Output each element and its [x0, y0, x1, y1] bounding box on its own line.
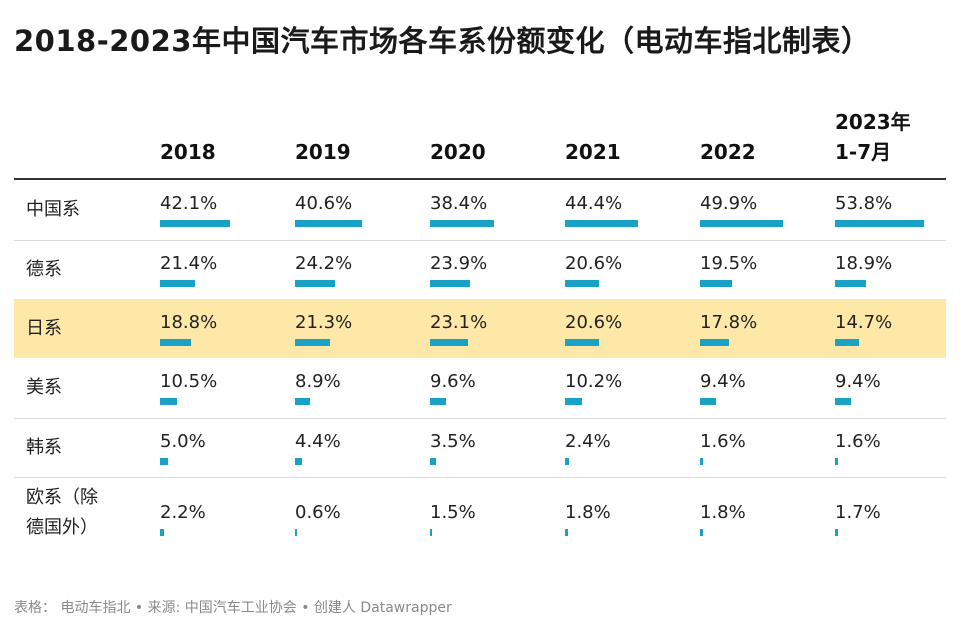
- bar: [295, 280, 335, 287]
- bar: [160, 339, 191, 346]
- row-label: 日系: [26, 317, 62, 339]
- bar: [160, 280, 195, 287]
- data-label: 2.2%: [160, 502, 206, 523]
- row-separator: [14, 240, 946, 241]
- bar: [835, 280, 866, 287]
- bar: [565, 398, 582, 405]
- data-label: 20.6%: [565, 253, 623, 274]
- data-label: 9.4%: [700, 371, 746, 392]
- data-label: 49.9%: [700, 193, 758, 214]
- chart-footer: 表格： 电动车指北 • 来源: 中国汽车工业协会 • 创建人 Datawrapp…: [14, 600, 452, 616]
- data-label: 1.7%: [835, 502, 881, 523]
- data-label: 0.6%: [295, 502, 341, 523]
- bar: [565, 280, 599, 287]
- row-separator: [14, 418, 946, 419]
- data-label: 14.7%: [835, 312, 893, 333]
- data-label: 42.1%: [160, 193, 218, 214]
- column-header-3: 2021: [565, 140, 621, 164]
- bar: [565, 458, 569, 465]
- data-label: 1.8%: [565, 502, 611, 523]
- data-label: 44.4%: [565, 193, 623, 214]
- column-header-5: 2023年: [835, 110, 911, 134]
- data-label: 23.1%: [430, 312, 488, 333]
- data-label: 18.9%: [835, 253, 893, 274]
- data-label: 1.8%: [700, 502, 746, 523]
- data-label: 4.4%: [295, 431, 341, 452]
- data-label: 21.3%: [295, 312, 353, 333]
- data-label: 9.4%: [835, 371, 881, 392]
- data-label: 5.0%: [160, 431, 206, 452]
- data-label: 8.9%: [295, 371, 341, 392]
- bar: [430, 220, 494, 227]
- row-separator: [14, 477, 946, 478]
- table-row: [14, 477, 946, 549]
- data-label: 9.6%: [430, 371, 476, 392]
- row-label: 韩系: [26, 436, 62, 458]
- bar: [565, 529, 568, 536]
- bar: [700, 529, 703, 536]
- data-label: 10.5%: [160, 371, 218, 392]
- data-label: 10.2%: [565, 371, 623, 392]
- data-label: 40.6%: [295, 193, 353, 214]
- table-row: [14, 418, 946, 477]
- bar: [160, 398, 177, 405]
- bar: [430, 339, 468, 346]
- bar: [295, 398, 310, 405]
- row-label: 中国系: [26, 198, 80, 220]
- column-header-0: 2018: [160, 140, 216, 164]
- bar: [430, 458, 436, 465]
- data-label: 1.6%: [700, 431, 746, 452]
- chart-title: 2018-2023年中国汽车市场各车系份额变化（电动车指北制表）: [14, 24, 871, 58]
- bar: [160, 220, 230, 227]
- bar: [430, 529, 432, 536]
- bar: [160, 529, 164, 536]
- data-label: 3.5%: [430, 431, 476, 452]
- bar: [835, 398, 851, 405]
- bar: [160, 458, 168, 465]
- data-label: 38.4%: [430, 193, 488, 214]
- bar: [835, 339, 859, 346]
- bar: [430, 398, 446, 405]
- column-header-4: 2022: [700, 140, 756, 164]
- bar: [700, 458, 703, 465]
- bar: [700, 398, 716, 405]
- bar: [295, 339, 330, 346]
- table-row: [14, 358, 946, 417]
- data-label: 24.2%: [295, 253, 353, 274]
- data-label: 19.5%: [700, 253, 758, 274]
- data-label: 21.4%: [160, 253, 218, 274]
- bar: [835, 529, 838, 536]
- bar: [700, 220, 783, 227]
- bar: [295, 529, 297, 536]
- column-header-5: 1-7月: [835, 140, 892, 164]
- row-label: 欧系（除: [26, 487, 98, 508]
- bar: [565, 339, 599, 346]
- data-label: 53.8%: [835, 193, 893, 214]
- data-label: 23.9%: [430, 253, 488, 274]
- data-label: 17.8%: [700, 312, 758, 333]
- bar: [835, 220, 924, 227]
- bar: [430, 280, 470, 287]
- bar: [700, 339, 729, 346]
- bar: [295, 220, 362, 227]
- bar: [700, 280, 732, 287]
- row-label: 美系: [26, 376, 62, 398]
- bar: [295, 458, 302, 465]
- column-header-2: 2020: [430, 140, 486, 164]
- column-header-1: 2019: [295, 140, 351, 164]
- data-label: 1.6%: [835, 431, 881, 452]
- table-row: [14, 299, 946, 358]
- data-label: 18.8%: [160, 312, 218, 333]
- bar: [835, 458, 838, 465]
- data-label: 1.5%: [430, 502, 476, 523]
- bar: [565, 220, 638, 227]
- row-label: 德国外）: [26, 517, 98, 538]
- row-label: 德系: [26, 258, 62, 280]
- header-rule: [14, 178, 946, 180]
- data-label: 20.6%: [565, 312, 623, 333]
- data-label: 2.4%: [565, 431, 611, 452]
